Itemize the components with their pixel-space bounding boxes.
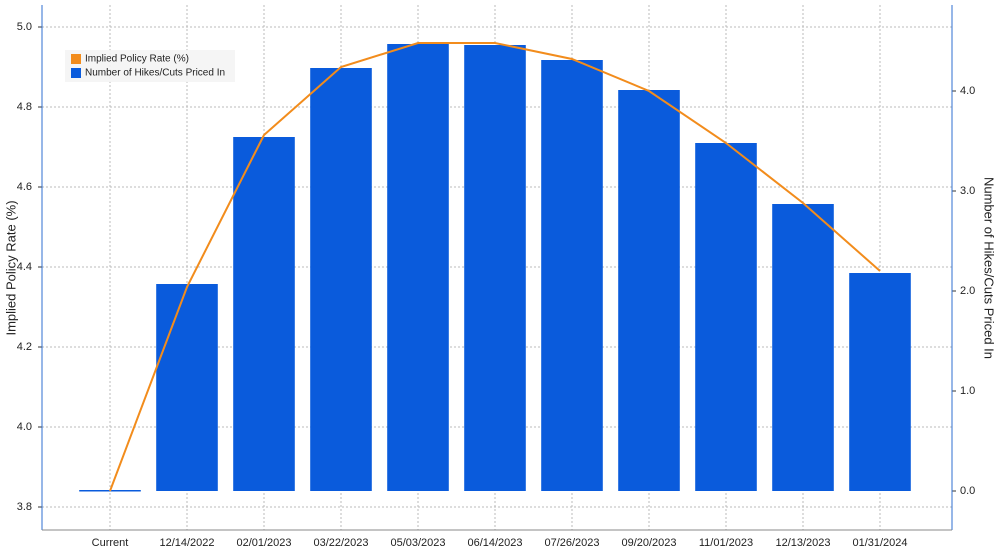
bar	[849, 273, 911, 491]
y2-tick-label: 3.0	[960, 185, 975, 197]
bar	[233, 137, 295, 491]
y-tick-label: 4.4	[17, 261, 32, 273]
x-tick-label: 12/13/2023	[775, 537, 830, 549]
bar	[695, 143, 757, 491]
bar	[387, 44, 449, 491]
legend-box	[65, 50, 235, 82]
y2-tick-label: 4.0	[960, 85, 975, 97]
y-tick-label: 4.6	[17, 181, 32, 193]
y-tick-label: 3.8	[17, 501, 32, 513]
bar	[310, 68, 372, 491]
x-tick-label: Current	[92, 537, 129, 549]
bar	[772, 204, 834, 491]
x-tick-label: 05/03/2023	[390, 537, 445, 549]
x-tick-label: 06/14/2023	[467, 537, 522, 549]
x-tick-label: 12/14/2022	[159, 537, 214, 549]
bar	[618, 90, 680, 491]
legend-swatch	[71, 68, 81, 78]
bar	[464, 45, 526, 491]
legend: Implied Policy Rate (%) Number of Hikes/C…	[65, 50, 235, 82]
y2-tick-label: 0.0	[960, 485, 975, 497]
x-tick-label: 07/26/2023	[544, 537, 599, 549]
x-tick-label: 02/01/2023	[236, 537, 291, 549]
legend-label: Number of Hikes/Cuts Priced In	[85, 68, 225, 79]
y-tick-label: 4.0	[17, 421, 32, 433]
y2-tick-label: 2.0	[960, 285, 975, 297]
y-axis-title: Implied Policy Rate (%)	[3, 200, 18, 335]
bar	[541, 60, 603, 491]
x-tick-label: 11/01/2023	[699, 537, 753, 549]
legend-swatch	[71, 54, 81, 64]
x-tick-label: 09/20/2023	[621, 537, 676, 549]
y-tick-label: 5.0	[17, 21, 32, 33]
x-tick-label: 03/22/2023	[313, 537, 368, 549]
y2-tick-label: 1.0	[960, 385, 975, 397]
x-tick-label: 01/31/2024	[852, 537, 907, 549]
bar	[156, 284, 218, 491]
line	[109, 42, 881, 492]
y2-axis-title: Number of Hikes/Cuts Priced In	[982, 177, 997, 359]
legend-label: Implied Policy Rate (%)	[85, 54, 189, 65]
y-tick-label: 4.8	[17, 101, 32, 113]
y-tick-label: 4.2	[17, 341, 32, 353]
